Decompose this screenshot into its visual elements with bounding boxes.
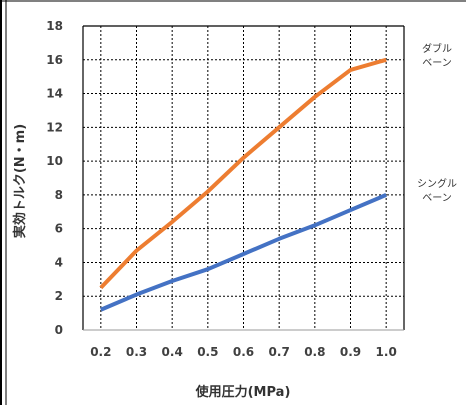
y-tick-label: 4: [55, 255, 63, 269]
x-tick-label: 0.9: [340, 345, 361, 359]
x-tick-label: 0.2: [90, 345, 111, 359]
series-label: ベーン: [422, 57, 452, 69]
series-line-1: [100, 193, 387, 312]
y-axis-label: 実効トルク(N・m): [12, 124, 28, 238]
y-tick-labels: 0 2 4 6 8 10 12 14 16 18: [46, 19, 63, 337]
series-line-0: [99, 57, 387, 290]
x-tick-label: 0.7: [269, 345, 290, 359]
x-axis-label: 使用圧力(MPa): [195, 384, 291, 400]
y-tick-label: 14: [46, 87, 63, 101]
x-tick-label: 0.4: [162, 345, 183, 359]
x-tick-label: 0.3: [126, 345, 147, 359]
y-tick-label: 8: [55, 188, 63, 202]
y-tick-label: 0: [55, 323, 63, 337]
x-tick-labels: 0.2 0.3 0.4 0.5 0.6 0.7 0.8 0.9 1.0: [90, 345, 397, 359]
series-label: ベーン: [422, 192, 452, 204]
y-tick-label: 12: [46, 120, 63, 134]
y-tick-label: 2: [55, 289, 63, 303]
x-tick-label: 1.0: [376, 345, 397, 359]
x-tick-label: 0.8: [304, 345, 325, 359]
y-tick-label: 18: [46, 19, 63, 33]
series-label: ダブル: [422, 42, 452, 55]
y-tick-label: 6: [55, 222, 63, 236]
y-tick-label: 16: [46, 53, 63, 67]
y-tick-label: 10: [46, 154, 63, 168]
series-label: シングル: [417, 177, 457, 190]
grid: [82, 25, 405, 331]
x-tick-label: 0.5: [197, 345, 218, 359]
x-tick-label: 0.6: [233, 345, 254, 359]
series-lines: [99, 57, 387, 312]
